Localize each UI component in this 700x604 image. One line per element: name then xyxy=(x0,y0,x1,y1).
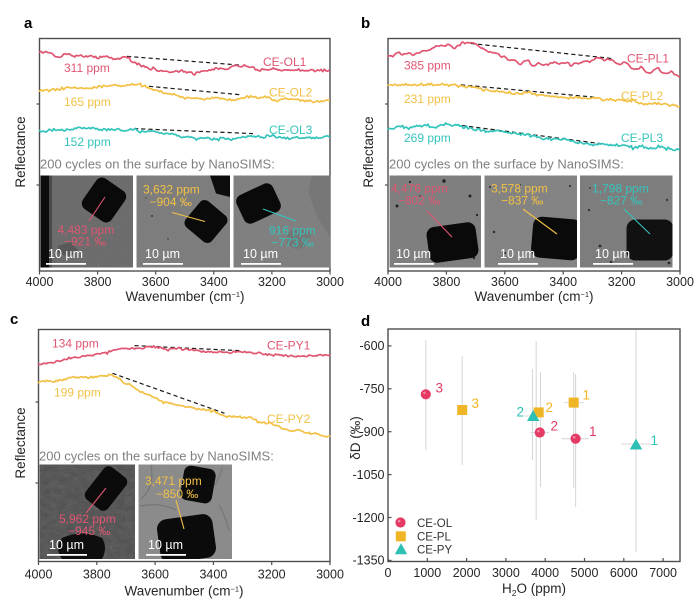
svg-text:4000: 4000 xyxy=(26,275,54,289)
svg-text:311 ppm: 311 ppm xyxy=(64,61,110,75)
svg-text:−921 ‰: −921 ‰ xyxy=(64,235,106,249)
svg-text:3: 3 xyxy=(436,381,444,396)
svg-text:10 µm: 10 µm xyxy=(243,247,278,261)
svg-text:d: d xyxy=(361,313,370,330)
svg-text:6000: 6000 xyxy=(610,566,638,580)
svg-text:Wavenumber (cm−1): Wavenumber (cm−1) xyxy=(125,289,244,304)
svg-text:0: 0 xyxy=(385,566,392,580)
svg-text:4000: 4000 xyxy=(531,566,559,580)
svg-text:2: 2 xyxy=(546,400,554,415)
svg-text:3,578 ppm: 3,578 ppm xyxy=(491,182,548,196)
svg-text:−802 ‰: −802 ‰ xyxy=(398,194,440,208)
svg-text:c: c xyxy=(10,311,18,328)
svg-text:CE-PY: CE-PY xyxy=(417,544,452,556)
svg-text:-750: -750 xyxy=(359,382,384,396)
svg-text:−945 ‰: −945 ‰ xyxy=(68,524,110,538)
svg-text:10 µm: 10 µm xyxy=(145,247,180,261)
svg-text:5,962 ppm: 5,962 ppm xyxy=(59,512,116,526)
svg-text:269 ppm: 269 ppm xyxy=(404,131,451,145)
svg-text:1: 1 xyxy=(651,433,659,448)
svg-text:CE-PL3: CE-PL3 xyxy=(621,131,663,145)
svg-text:Wavenumber (cm−1): Wavenumber (cm−1) xyxy=(474,289,593,304)
svg-text:1000: 1000 xyxy=(413,566,441,580)
svg-text:−904 ‰: −904 ‰ xyxy=(150,195,192,209)
svg-text:3000: 3000 xyxy=(316,568,344,582)
svg-text:3800: 3800 xyxy=(83,568,111,582)
svg-text:916 ppm: 916 ppm xyxy=(269,224,316,238)
svg-text:231 ppm: 231 ppm xyxy=(404,92,451,106)
svg-text:2000: 2000 xyxy=(453,566,481,580)
svg-text:-1050: -1050 xyxy=(353,468,385,482)
svg-text:3600: 3600 xyxy=(142,275,170,289)
svg-text:10 µm: 10 µm xyxy=(396,247,431,261)
svg-text:CE-OL: CE-OL xyxy=(417,518,453,530)
svg-text:3600: 3600 xyxy=(491,275,519,289)
svg-text:CE-PL: CE-PL xyxy=(417,531,451,543)
svg-text:-1200: -1200 xyxy=(353,511,385,525)
svg-text:CE-PY2: CE-PY2 xyxy=(267,412,311,426)
svg-text:3,632 ppm: 3,632 ppm xyxy=(143,183,200,197)
svg-text:1: 1 xyxy=(583,388,591,403)
svg-text:Reflectance: Reflectance xyxy=(13,407,28,478)
svg-text:3200: 3200 xyxy=(608,275,636,289)
svg-text:-1350: -1350 xyxy=(353,554,385,568)
svg-text:199 ppm: 199 ppm xyxy=(54,386,101,400)
svg-text:3000: 3000 xyxy=(316,275,344,289)
svg-text:3000: 3000 xyxy=(492,566,520,580)
svg-text:δD (‰): δD (‰) xyxy=(348,416,363,460)
svg-text:152 ppm: 152 ppm xyxy=(64,135,111,149)
svg-text:134 ppm: 134 ppm xyxy=(52,337,99,351)
svg-text:Reflectance: Reflectance xyxy=(13,116,28,187)
svg-text:H2O (ppm): H2O (ppm) xyxy=(502,581,566,598)
svg-text:−773 ‰: −773 ‰ xyxy=(272,236,314,250)
svg-text:3,471 ppm: 3,471 ppm xyxy=(145,474,202,488)
svg-text:2: 2 xyxy=(517,405,525,420)
svg-text:10 µm: 10 µm xyxy=(500,247,535,261)
svg-text:7000: 7000 xyxy=(649,566,677,580)
svg-text:−827 ‰: −827 ‰ xyxy=(600,194,642,208)
svg-text:−850 ‰: −850 ‰ xyxy=(156,487,198,501)
svg-text:200 cycles on the surface by N: 200 cycles on the surface by NanoSIMS: xyxy=(39,448,274,463)
svg-text:-900: -900 xyxy=(359,425,384,439)
svg-text:200 cycles on the surface by N: 200 cycles on the surface by NanoSIMS: xyxy=(389,156,624,171)
svg-text:−837 ‰: −837 ‰ xyxy=(501,194,543,208)
svg-text:CE-OL1: CE-OL1 xyxy=(263,55,307,69)
svg-text:3600: 3600 xyxy=(141,568,169,582)
svg-text:385 ppm: 385 ppm xyxy=(404,59,451,73)
svg-text:10 µm: 10 µm xyxy=(49,538,84,552)
svg-text:3200: 3200 xyxy=(258,275,286,289)
svg-text:1,798 ppm: 1,798 ppm xyxy=(592,182,649,196)
svg-text:CE-PL1: CE-PL1 xyxy=(627,52,669,66)
svg-text:10 µm: 10 µm xyxy=(148,538,183,552)
svg-text:5000: 5000 xyxy=(571,566,599,580)
svg-text:CE-PY1: CE-PY1 xyxy=(267,339,311,353)
svg-text:10 µm: 10 µm xyxy=(48,247,83,261)
svg-text:165 ppm: 165 ppm xyxy=(64,95,111,109)
svg-text:4,483 ppm: 4,483 ppm xyxy=(58,223,115,237)
svg-text:4000: 4000 xyxy=(25,568,53,582)
svg-text:3800: 3800 xyxy=(84,275,112,289)
svg-text:4,476 ppm: 4,476 ppm xyxy=(391,182,448,196)
svg-text:3400: 3400 xyxy=(549,275,577,289)
svg-text:CE-OL2: CE-OL2 xyxy=(269,86,313,100)
svg-text:3400: 3400 xyxy=(200,275,228,289)
svg-text:-600: -600 xyxy=(359,339,384,353)
svg-text:Reflectance: Reflectance xyxy=(361,116,376,187)
svg-text:b: b xyxy=(361,15,370,32)
svg-text:2: 2 xyxy=(551,419,559,434)
svg-text:200 cycles on the surface by N: 200 cycles on the surface by NanoSIMS: xyxy=(40,156,275,171)
svg-text:3400: 3400 xyxy=(199,568,227,582)
svg-text:3000: 3000 xyxy=(666,275,694,289)
svg-text:3800: 3800 xyxy=(432,275,460,289)
svg-text:Wavenumber (cm−1): Wavenumber (cm−1) xyxy=(124,584,243,599)
svg-text:3200: 3200 xyxy=(258,568,286,582)
svg-text:10 µm: 10 µm xyxy=(595,247,630,261)
svg-text:a: a xyxy=(24,15,33,32)
svg-text:CE-OL3: CE-OL3 xyxy=(269,123,313,137)
svg-text:1: 1 xyxy=(589,424,597,439)
svg-text:3: 3 xyxy=(472,396,480,411)
svg-text:CE-PL2: CE-PL2 xyxy=(621,89,663,103)
svg-text:4000: 4000 xyxy=(374,275,402,289)
